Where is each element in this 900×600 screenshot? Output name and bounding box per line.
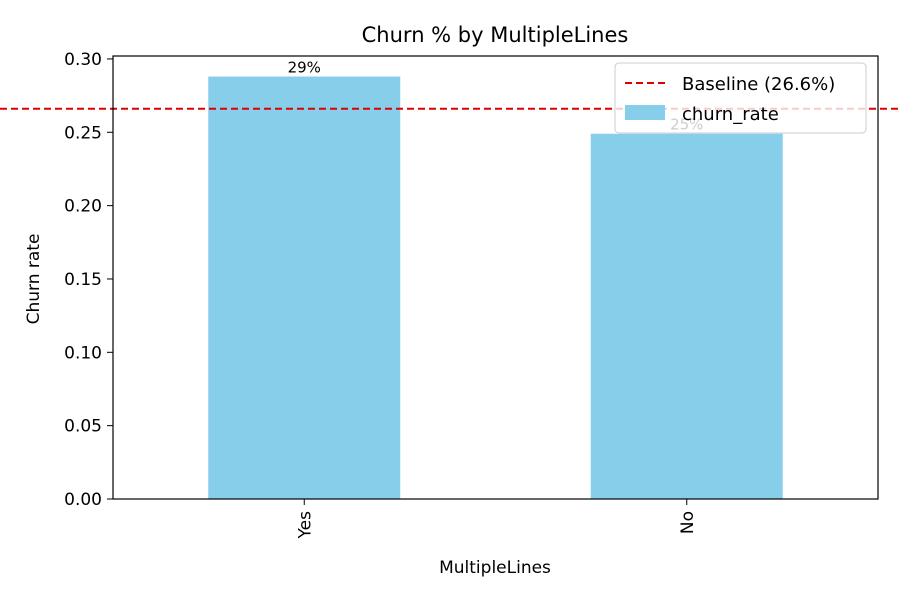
legend-baseline-label: Baseline (26.6%) [682, 74, 835, 95]
y-tick-label: 0.05 [64, 417, 102, 437]
chart-title: Churn % by MultipleLines [362, 23, 629, 47]
y-tick-label: 0.15 [64, 270, 102, 290]
plot-area: 29%Yes25%No0.000.050.100.150.200.250.30 [0, 50, 900, 540]
y-tick-label: 0.10 [64, 343, 102, 363]
bar-yes [208, 76, 401, 499]
axes-frame [112, 55, 879, 500]
legend-churn-swatch [625, 105, 665, 120]
data-label-yes: 29% [288, 59, 321, 77]
y-tick-label: 0.00 [64, 490, 102, 510]
legend: Baseline (26.6%) churn_rate [614, 62, 867, 134]
x-tick-label-yes: Yes [295, 511, 315, 540]
bar-no [590, 133, 783, 499]
x-tick-label-no: No [678, 511, 698, 534]
y-tick-label: 0.25 [64, 123, 102, 143]
y-tick-label: 0.20 [64, 197, 102, 217]
y-axis-label: Churn rate [24, 234, 44, 325]
y-tick-label: 0.30 [64, 50, 102, 70]
legend-box [614, 62, 867, 134]
legend-churn-label: churn_rate [682, 104, 779, 125]
x-axis-label: MultipleLines [439, 558, 551, 578]
